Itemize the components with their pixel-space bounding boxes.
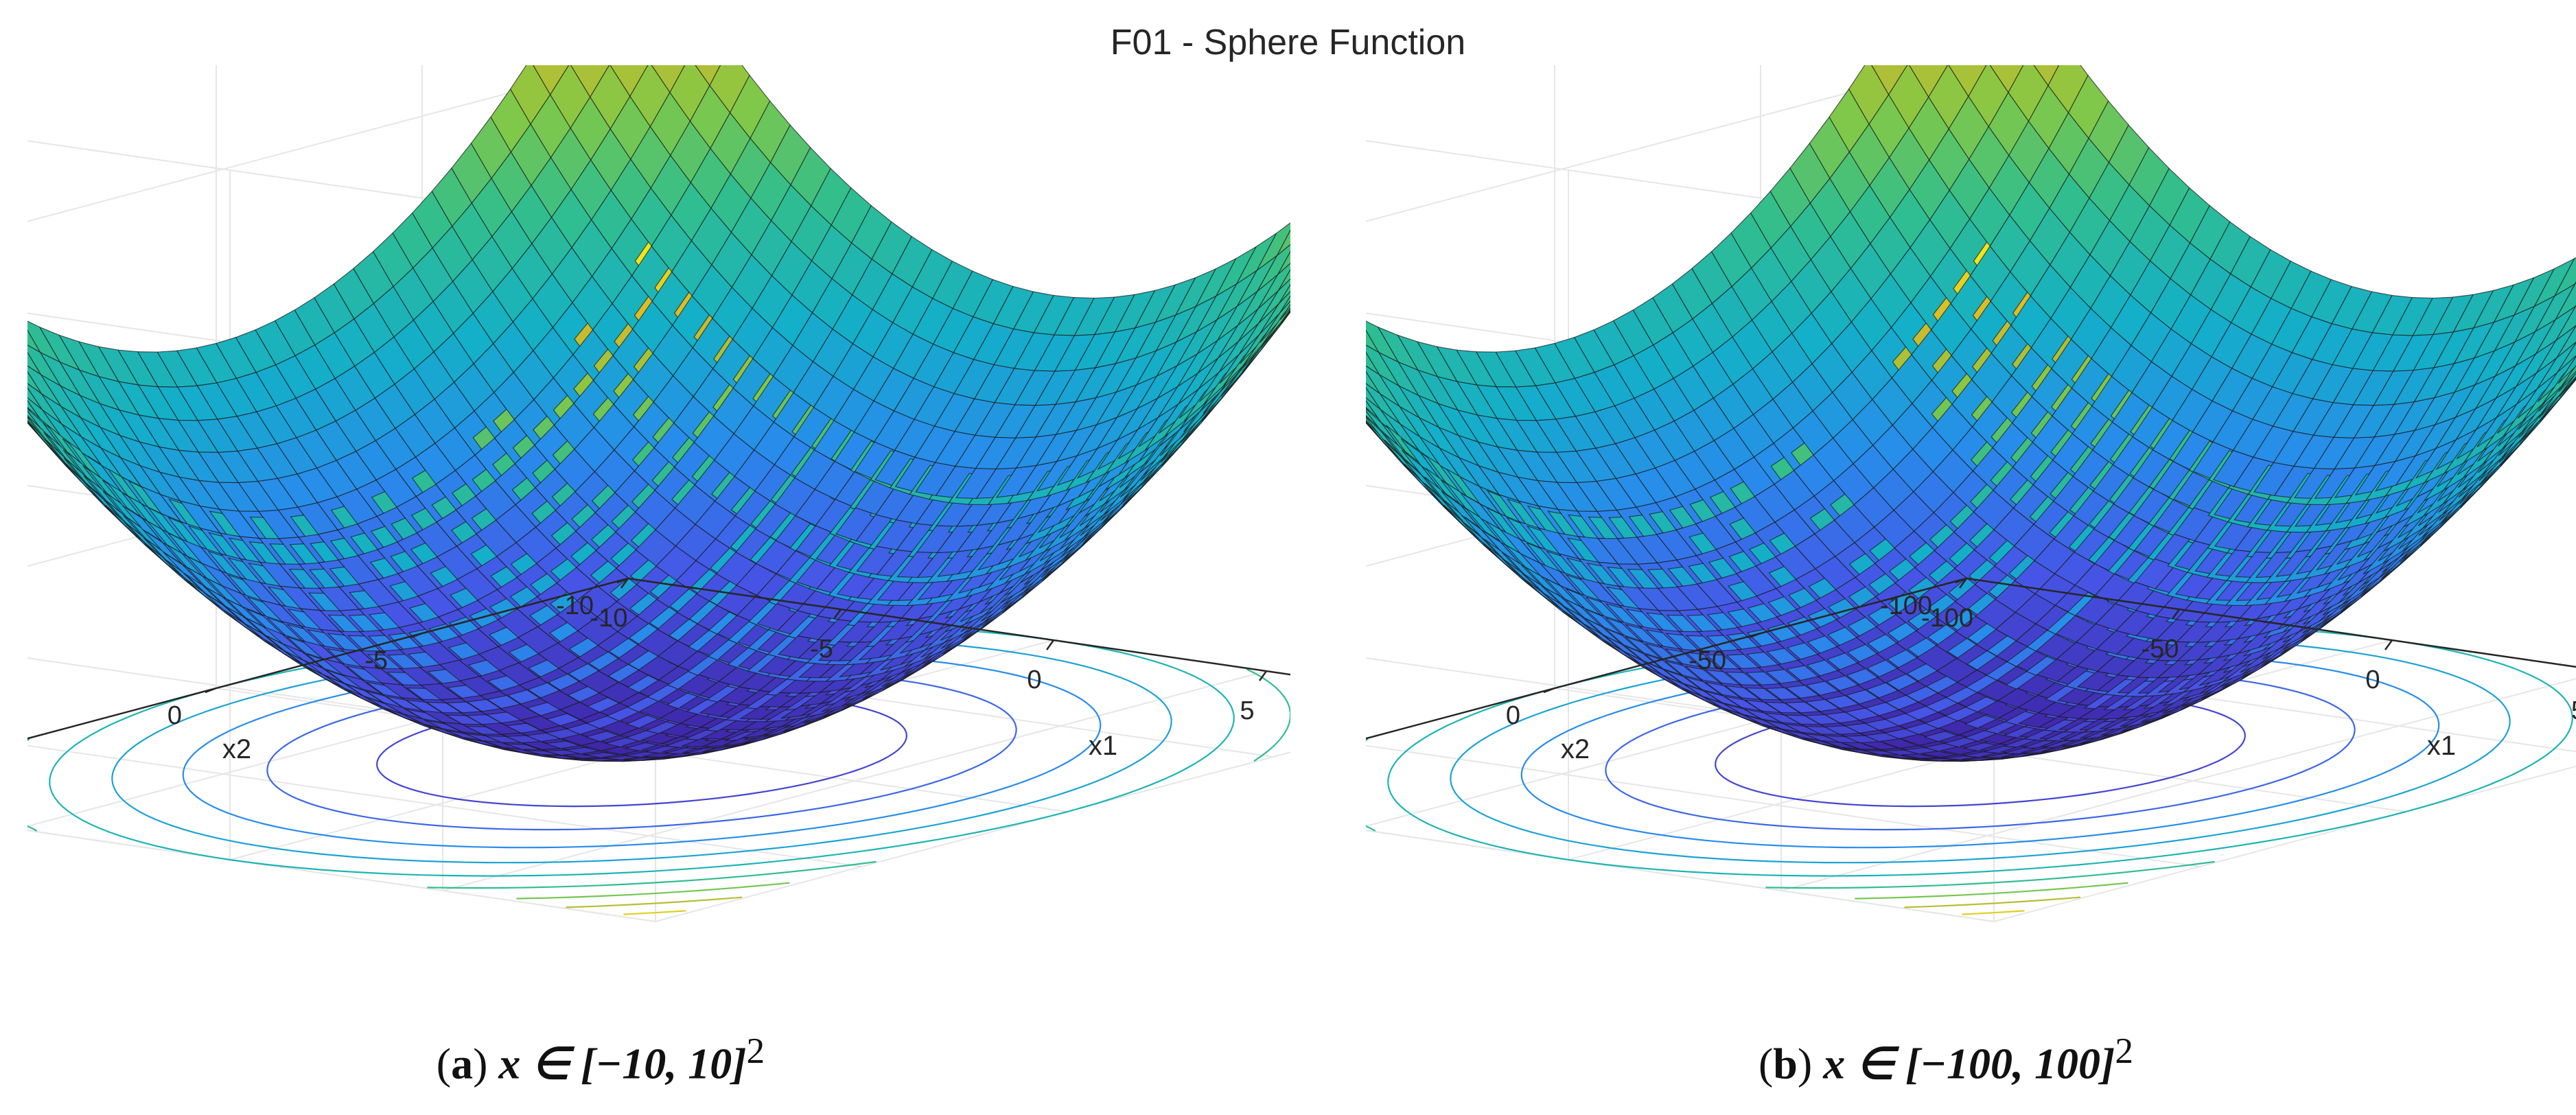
surface-plot-b: -100-50050100-100-5005010000.511.52×104x… [1366,65,2576,922]
surface-patch [1278,268,1290,291]
x1-tick [833,609,842,620]
x1-tick [2171,609,2181,620]
surface-patch [2560,377,2576,399]
x2-tick [1955,577,1967,584]
x2-axis-label: x2 [222,734,251,764]
caption-b-exp: 2 [2115,1030,2134,1071]
x1-axis-label: x1 [2427,731,2456,761]
x1-tick-label: 0 [1027,666,1041,694]
contour-line [111,636,1172,864]
surface-patch [1279,295,1290,314]
x1-tick [1258,670,1268,681]
x1-tick [620,578,629,589]
contour-line [1936,585,2025,915]
caption-a-domain: x ∈ [−10, 10] [498,1039,747,1088]
x2-tick-label: 0 [1506,701,1520,730]
axes: -10-50510-10-50510050100150200x1x2f [27,577,1290,764]
surface-patch [1277,229,1290,256]
x2-tick-label: -100 [1880,591,1932,620]
gridline-floor-x2 [27,744,862,867]
figure-title: F01 - Sphere Function [1110,23,1466,62]
gridline-floor-x2 [1366,830,1995,922]
x1-tick-label: 5 [1240,696,1254,725]
x2-tick [410,632,423,639]
x2-tick-label: -5 [364,646,388,675]
caption-b-domain: x ∈ [−100, 100] [1823,1039,2115,1088]
x1-tick [2384,639,2393,650]
caption-b-label: b [1773,1039,1798,1088]
surface-patch [2562,364,2576,386]
surface-patch [1277,250,1290,275]
surface-patch [1281,311,1290,324]
caption-a-label: a [451,1039,474,1088]
x1-tick [1958,578,1968,589]
contour-line [1366,611,2215,889]
surface-patch [2556,325,2576,358]
x2-tick [1749,632,1761,639]
caption-a: (a) x ∈ [−10, 10]2 [436,1030,765,1088]
surface-patch [2555,305,2576,341]
contour-lines [1366,585,2573,915]
surface-patch [1279,283,1290,304]
x1-tick-label: 0 [2365,666,2380,694]
contour-line [1879,591,2081,908]
x2-tick-label: -50 [1689,646,1726,675]
x2-axis-label: x2 [1561,734,1590,764]
contour-line [266,669,1017,831]
gridline-floor-x2 [1366,744,2201,867]
surface-patch [2557,342,2576,373]
gridline-z [1366,140,1995,233]
gridline-floor-x2 [27,830,656,922]
surface-patch [1280,304,1290,320]
x1-tick-label: 50 [2571,696,2576,725]
contour-line [1520,651,2440,849]
x2-tick [1543,687,1555,694]
caption-b: (b) x ∈ [−100, 100]2 [1758,1030,2134,1088]
caption-a-exp: 2 [746,1030,765,1071]
contour-line [597,585,686,915]
x1-tick-label: -50 [2142,635,2179,664]
contour-line [494,600,790,900]
surface-patch [2557,355,2576,384]
x1-tick-label: -100 [1921,604,1973,633]
surface-mesh [1366,65,2576,762]
gridline-floor-x1 [1780,678,2576,891]
x2-tick [616,577,629,584]
x1-tick-label: -10 [590,604,628,633]
x1-tick-label: -5 [810,635,833,664]
gridline-z [27,140,656,233]
surface-mesh [27,65,1290,762]
axes: -100-50050100-100-5005010000.511.52×104x… [1366,577,2576,764]
x1-tick [1045,639,1055,650]
x1-axis-label: x1 [1089,731,1117,761]
x2-tick [205,687,217,694]
surface-patch [1281,308,1290,321]
surface-patch [2561,373,2576,394]
x2-tick-label: 0 [167,701,182,730]
gridline-floor-x1 [442,670,1267,891]
contour-line [541,591,743,908]
contour-line [1450,636,2511,864]
contour-line [1832,600,2128,900]
x2-tick-label: -10 [556,591,594,620]
contour-line [182,651,1102,849]
contour-line [1605,669,2356,831]
contour-line [27,611,1290,889]
surface-plot-a: -10-50510-10-50510050100150200x1x2f [27,65,1290,922]
